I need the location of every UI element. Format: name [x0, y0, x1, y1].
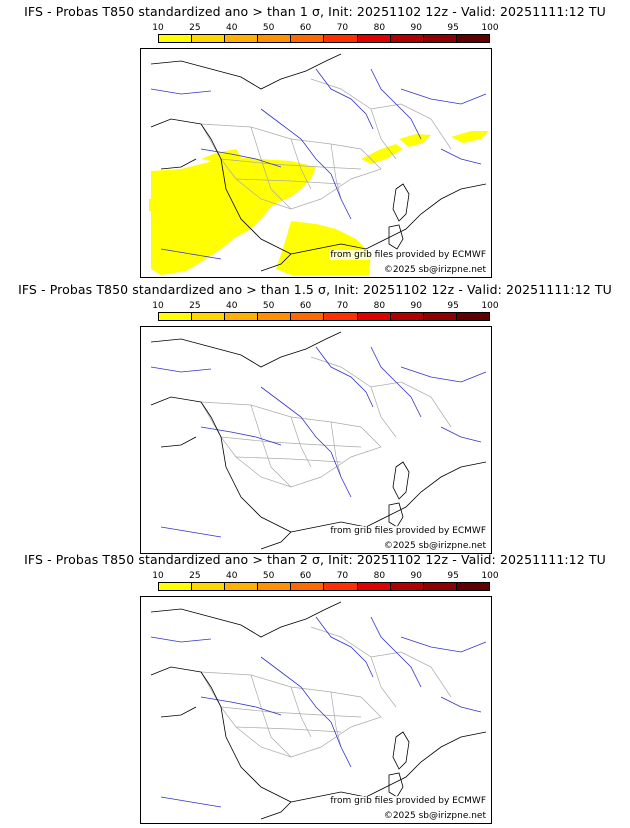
colorbar-tick-label: 80	[373, 23, 386, 33]
colorbar-segment	[159, 35, 193, 42]
colorbar-segment	[324, 35, 358, 42]
coastline	[150, 53, 487, 272]
colorbar-segment	[357, 35, 391, 42]
colorbar-tick-label: 80	[373, 571, 386, 581]
colorbar-segment	[324, 313, 358, 320]
source-credit: from grib files provided by ECMWF	[329, 526, 487, 536]
colorbar-ticks: 10 25 40 50 60 70 80 90 95 100	[152, 23, 498, 34]
probability-panel-1-sigma: IFS - Probas T850 standardized ano > tha…	[0, 0, 630, 278]
colorbar-segment	[192, 35, 226, 42]
colorbar-segment	[456, 35, 489, 42]
colorbar-tick-label: 90	[410, 23, 422, 33]
colorbar-segment	[258, 313, 292, 320]
colorbar-segment	[159, 583, 193, 590]
rivers	[150, 346, 487, 538]
colorbar-segment	[225, 313, 259, 320]
colorbar-segment	[456, 313, 489, 320]
colorbar-tick-label: 40	[226, 301, 238, 311]
map-svg	[150, 601, 487, 820]
colorbar-tick-label: 40	[226, 23, 238, 33]
colorbar-segment	[423, 583, 457, 590]
copyright-credit: ©2025 sb@irizpne.net	[382, 811, 487, 821]
probability-panel-1-5-sigma: IFS - Probas T850 standardized ano > tha…	[0, 278, 630, 554]
colorbar-tick-label: 70	[336, 23, 349, 33]
colorbar-segment	[225, 35, 259, 42]
colorbar-tick-label: 10	[152, 301, 164, 311]
colorbar-segment	[258, 35, 292, 42]
coastline	[150, 601, 487, 820]
colorbar-tick-label: 50	[262, 571, 275, 581]
colorbar-segment	[324, 583, 358, 590]
colorbar-tick-label: 70	[336, 301, 349, 311]
colorbar	[158, 582, 490, 591]
colorbar-segment	[192, 583, 226, 590]
colorbar-segment	[390, 583, 424, 590]
colorbar-tick-label: 25	[189, 301, 201, 311]
colorbar-tick-label: 50	[262, 301, 275, 311]
copyright-credit: ©2025 sb@irizpne.net	[382, 265, 487, 275]
colorbar-segment	[258, 583, 292, 590]
panel-title: IFS - Probas T850 standardized ano > tha…	[18, 282, 612, 297]
colorbar-tick-label: 100	[481, 301, 499, 311]
colorbar-tick-label: 80	[373, 301, 386, 311]
map-svg	[150, 331, 487, 550]
colorbar-tick-label: 90	[410, 571, 422, 581]
colorbar-tick-label: 100	[481, 571, 499, 581]
anomaly-area	[149, 131, 489, 275]
colorbar-tick-label: 10	[152, 23, 164, 33]
map-france: from grib files provided by ECMWF ©2025 …	[140, 326, 492, 554]
copyright-credit: ©2025 sb@irizpne.net	[382, 541, 487, 551]
colorbar-tick-label: 60	[299, 23, 312, 33]
colorbar-tick-label: 40	[226, 571, 238, 581]
map-svg	[149, 53, 489, 275]
map-france: from grib files provided by ECMWF ©2025 …	[140, 48, 492, 278]
colorbar-tick-label: 70	[336, 571, 349, 581]
colorbar-segment	[423, 313, 457, 320]
colorbar-segment	[390, 313, 424, 320]
colorbar-tick-label: 25	[189, 23, 201, 33]
colorbar-segment	[357, 313, 391, 320]
colorbar-tick-label: 95	[447, 23, 459, 33]
colorbar-tick-label: 25	[189, 571, 201, 581]
colorbar-segment	[423, 35, 457, 42]
colorbar-segment	[291, 35, 325, 42]
colorbar	[158, 312, 490, 321]
colorbar-tick-label: 10	[152, 571, 164, 581]
colorbar-segment	[291, 583, 325, 590]
rivers	[150, 616, 487, 808]
colorbar-segment	[225, 583, 259, 590]
admin-borders	[200, 626, 452, 758]
colorbar-segment	[357, 583, 391, 590]
colorbar-tick-label: 90	[410, 301, 422, 311]
admin-borders	[200, 78, 452, 210]
colorbar-tick-label: 100	[481, 23, 499, 33]
colorbar-segment	[192, 313, 226, 320]
colorbar-ticks: 10 25 40 50 60 70 80 90 95 100	[152, 301, 498, 312]
colorbar-tick-label: 95	[447, 301, 459, 311]
colorbar-segment	[291, 313, 325, 320]
colorbar	[158, 34, 490, 43]
map-france: from grib files provided by ECMWF ©2025 …	[140, 596, 492, 824]
colorbar-segment	[456, 583, 489, 590]
admin-borders	[200, 356, 452, 488]
colorbar-tick-label: 50	[262, 23, 275, 33]
colorbar-segment	[159, 313, 193, 320]
colorbar-tick-label: 60	[299, 301, 312, 311]
rivers	[150, 68, 487, 260]
coastline	[150, 331, 487, 550]
source-credit: from grib files provided by ECMWF	[329, 796, 487, 806]
colorbar-tick-label: 60	[299, 571, 312, 581]
colorbar-tick-label: 95	[447, 571, 459, 581]
probability-panel-2-sigma: IFS - Probas T850 standardized ano > tha…	[0, 548, 630, 824]
colorbar-segment	[390, 35, 424, 42]
panel-title: IFS - Probas T850 standardized ano > tha…	[24, 552, 606, 567]
colorbar-ticks: 10 25 40 50 60 70 80 90 95 100	[152, 571, 498, 582]
source-credit: from grib files provided by ECMWF	[329, 250, 487, 260]
panel-title: IFS - Probas T850 standardized ano > tha…	[24, 4, 606, 19]
